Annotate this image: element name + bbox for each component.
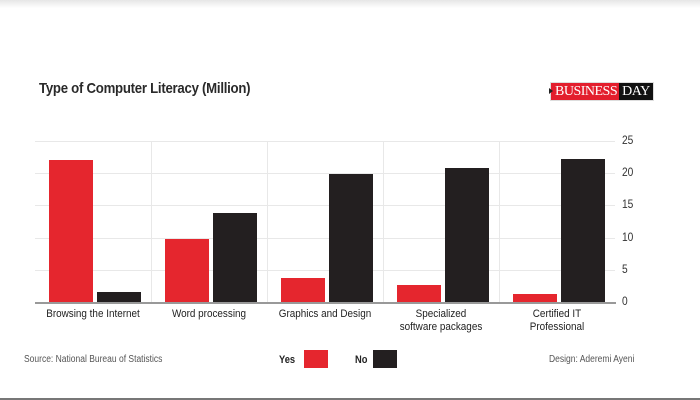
plot-area bbox=[35, 141, 616, 304]
y-tick-label: 15 bbox=[622, 197, 634, 212]
gridline bbox=[35, 205, 615, 207]
y-tick-label: 25 bbox=[622, 133, 634, 147]
bar-no bbox=[97, 291, 141, 302]
bar-no bbox=[561, 159, 605, 302]
category-separator bbox=[267, 141, 268, 302]
bar-yes bbox=[397, 284, 441, 302]
x-axis-baseline bbox=[35, 302, 616, 304]
bottom-divider bbox=[0, 398, 700, 400]
design-credit: Design: Aderemi Ayeni bbox=[549, 354, 635, 365]
x-category-label: Certified IT Professional bbox=[529, 308, 585, 333]
x-category-label: Graphics and Design bbox=[278, 308, 372, 320]
bar-no bbox=[445, 168, 489, 302]
gridline bbox=[35, 237, 615, 239]
category-separator bbox=[383, 141, 384, 302]
businessday-logo: BUSINESS DAY bbox=[548, 82, 654, 101]
bar-yes bbox=[165, 238, 209, 302]
y-tick-label: 0 bbox=[622, 294, 628, 308]
logo-day: DAY bbox=[619, 83, 653, 100]
gridline bbox=[35, 269, 615, 271]
legend-no-label: No bbox=[355, 354, 368, 366]
y-tick-label: 20 bbox=[622, 165, 634, 180]
legend-no-swatch bbox=[373, 350, 397, 368]
chart-title: Type of Computer Literacy (Million) bbox=[39, 80, 251, 97]
y-tick-label: 10 bbox=[622, 229, 634, 244]
x-category-label: Browsing the Internet bbox=[46, 308, 140, 320]
logo-business: BUSINESS bbox=[548, 83, 620, 100]
y-tick-label: 5 bbox=[622, 261, 628, 276]
bar-no bbox=[213, 213, 257, 302]
source-note: Source: National Bureau of Statistics bbox=[24, 354, 163, 365]
bar-yes bbox=[281, 278, 325, 302]
gridline bbox=[35, 141, 615, 142]
x-category-label: Word processing bbox=[171, 308, 247, 320]
x-category-label: Specialized software packages bbox=[399, 308, 483, 333]
gridline bbox=[35, 173, 615, 175]
legend-yes-swatch bbox=[304, 350, 328, 368]
category-separator bbox=[151, 141, 152, 302]
bar-no bbox=[329, 173, 373, 302]
bar-yes bbox=[49, 160, 93, 302]
category-separator bbox=[499, 141, 500, 302]
top-shade bbox=[0, 0, 700, 8]
bar-yes bbox=[513, 293, 557, 302]
legend-yes-label: Yes bbox=[279, 354, 296, 366]
